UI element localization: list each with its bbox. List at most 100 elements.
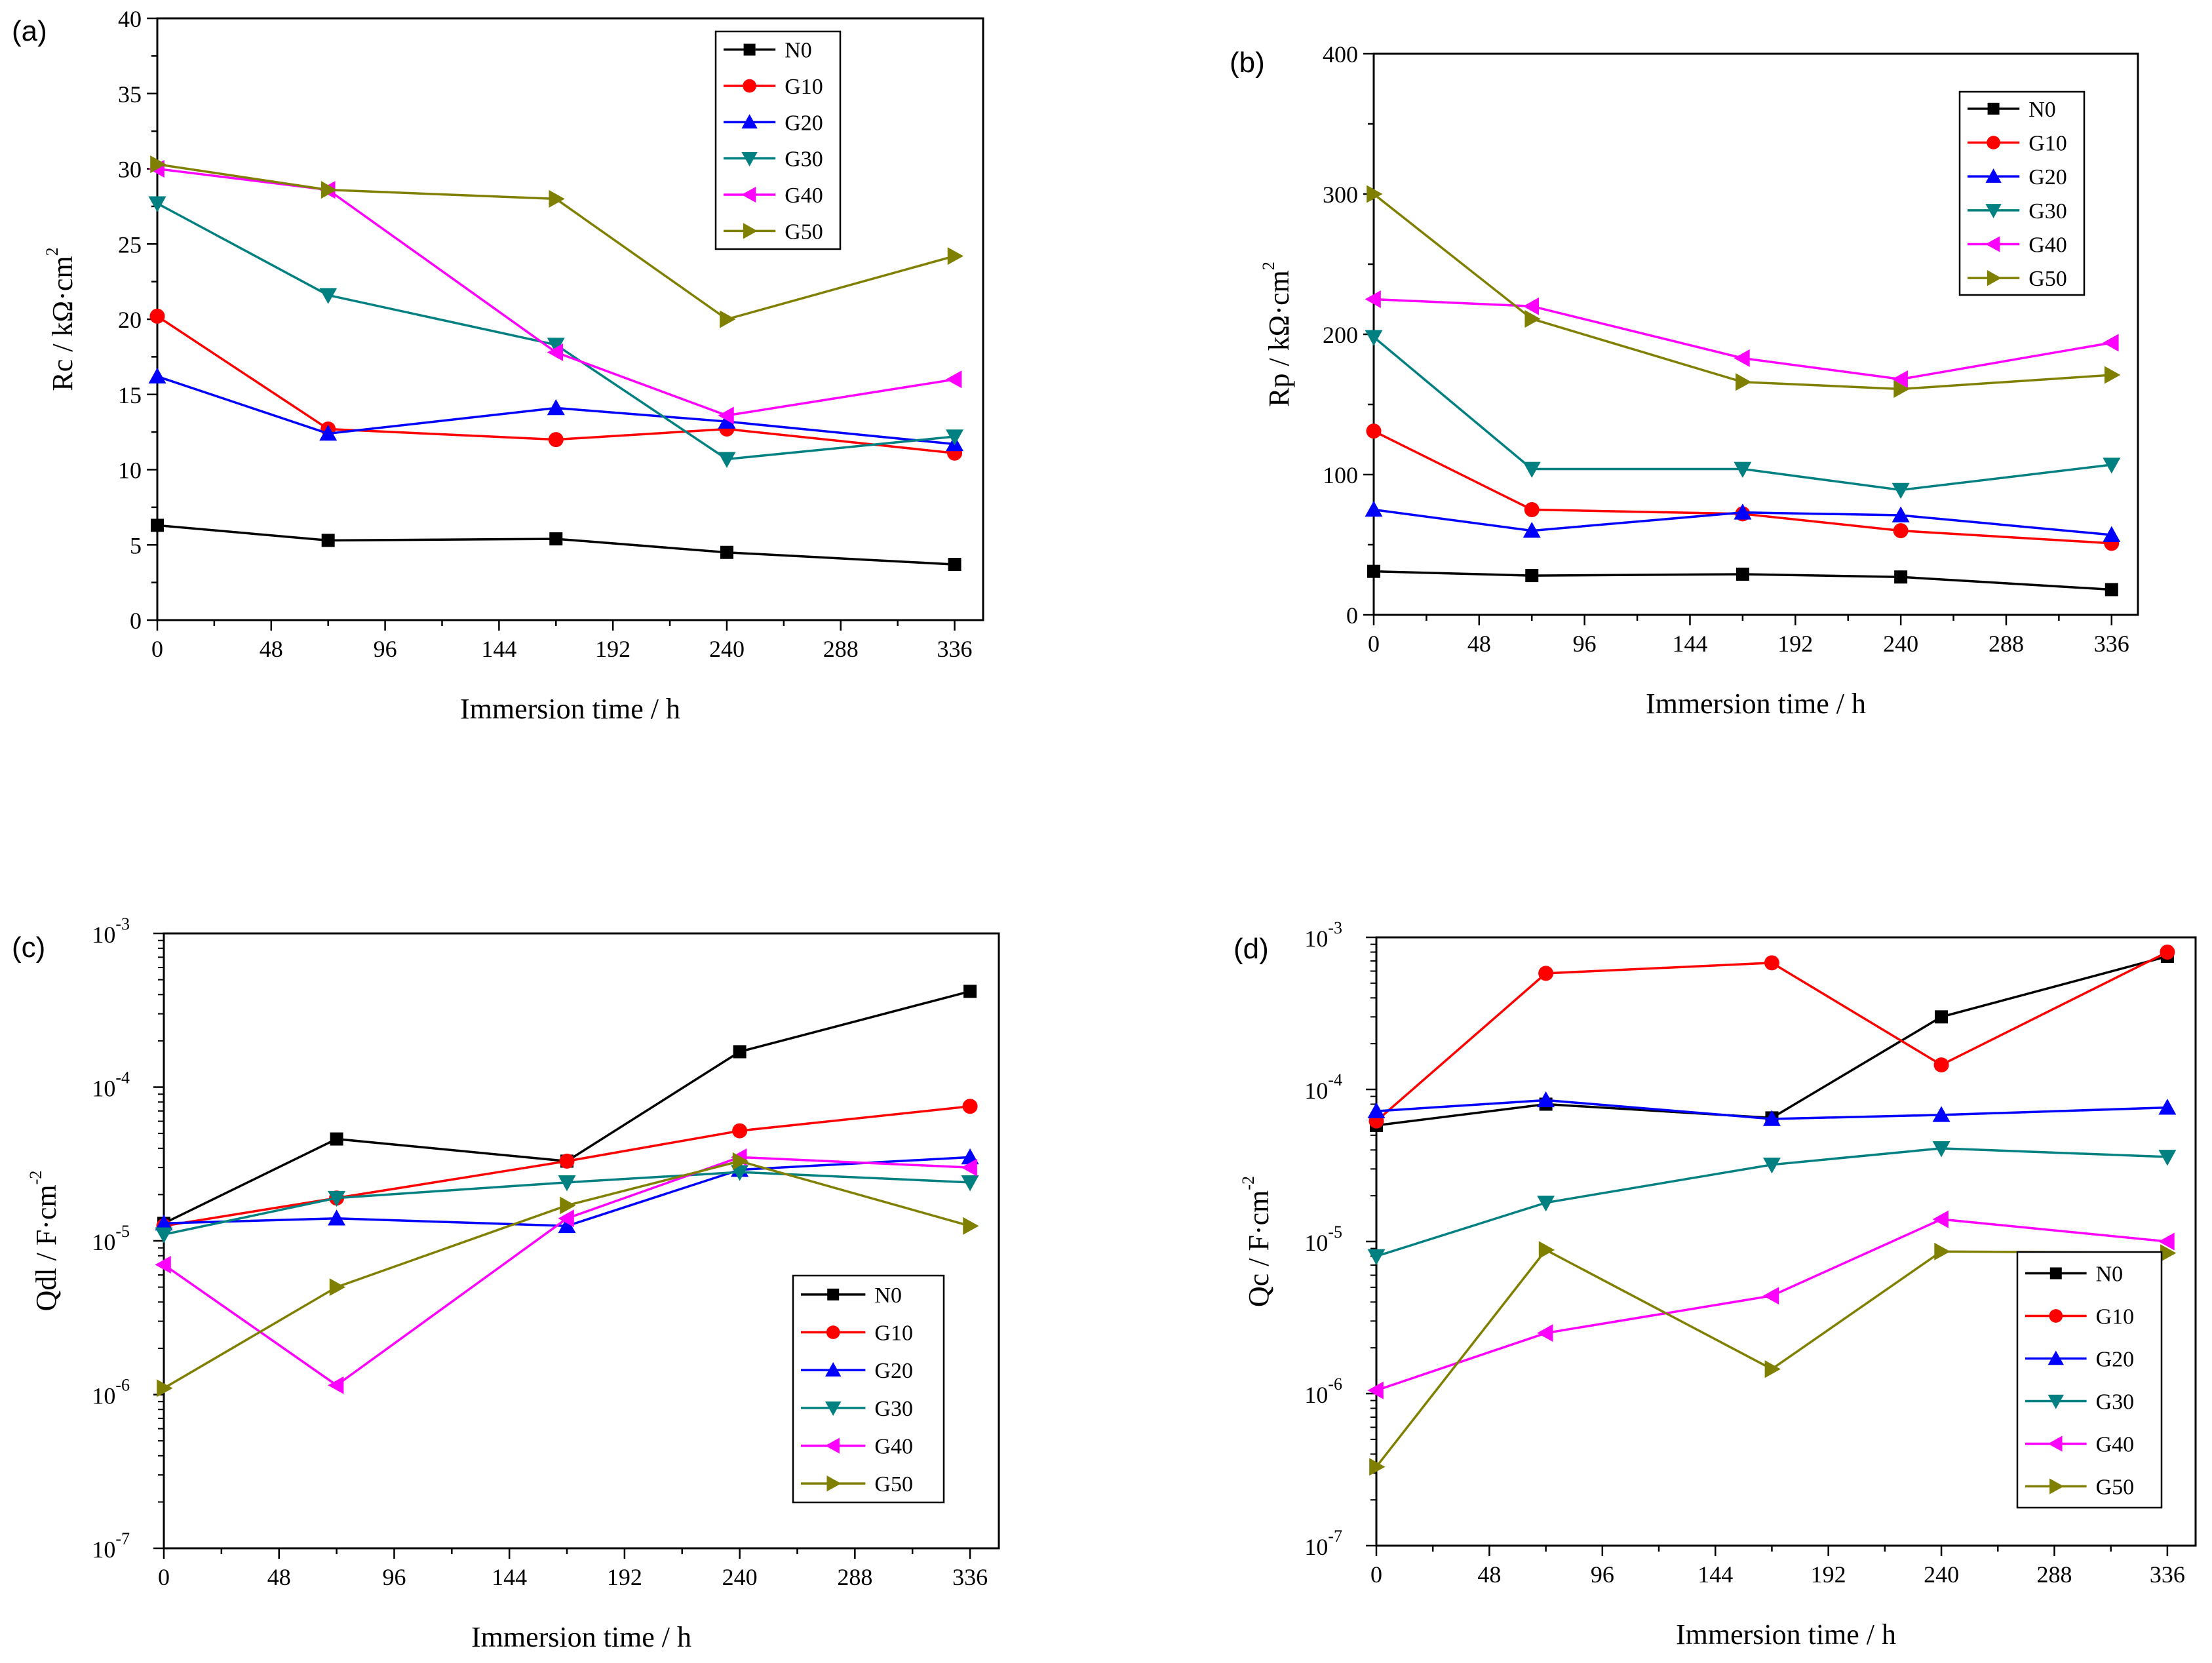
series-g40 [1365, 290, 2119, 388]
data-point [547, 343, 564, 361]
data-point [548, 432, 564, 448]
legend-label: G30 [874, 1397, 913, 1421]
data-point [549, 189, 565, 208]
data-point [1538, 1241, 1555, 1259]
data-point [1734, 461, 1752, 478]
data-point [1365, 501, 1383, 517]
legend-label: G40 [874, 1435, 913, 1459]
series-g10 [1368, 944, 2175, 1129]
data-point [718, 452, 736, 468]
data-point [157, 1379, 173, 1398]
legend-marker [2049, 1267, 2062, 1280]
plot-frame [156, 17, 984, 621]
y-tick-label: 10-3 [92, 914, 130, 948]
x-tick-label: 144 [481, 636, 516, 662]
series-g10 [156, 1099, 978, 1234]
y-tick-label: 200 [1323, 322, 1358, 348]
legend-marker [743, 79, 756, 93]
x-tick-label: 336 [2094, 631, 2129, 657]
x-tick-label: 96 [374, 636, 397, 662]
legend-label: G20 [2096, 1348, 2135, 1372]
data-point [560, 1196, 576, 1215]
data-point [963, 985, 977, 998]
data-point [1736, 567, 1749, 581]
x-tick-label: 48 [1467, 631, 1491, 657]
series-g30 [155, 1165, 979, 1243]
data-point [1892, 482, 1910, 499]
data-point [149, 308, 165, 324]
y-axis-title: Qdl / F·cm-2 [26, 1171, 62, 1312]
data-point [946, 429, 964, 446]
legend-label: G20 [2028, 165, 2067, 189]
x-tick-label: 192 [607, 1564, 642, 1590]
x-tick-label: 240 [1924, 1561, 1959, 1588]
data-point [1935, 1010, 1949, 1024]
data-point [946, 370, 962, 389]
x-tick-label: 192 [595, 636, 631, 662]
data-point [1524, 309, 1541, 328]
y-tick-label: 10-7 [92, 1529, 130, 1563]
legend: N0 G10 G20 G30 G40 G50 [2016, 1251, 2163, 1509]
x-tick-label: 336 [2150, 1561, 2185, 1588]
legend-marker [825, 1401, 842, 1416]
y-tick-label: 0 [1346, 602, 1358, 629]
y-tick-label: 10-3 [1304, 918, 1342, 952]
legend-box [792, 1274, 945, 1504]
data-point [1525, 569, 1539, 583]
series-g30 [148, 196, 964, 468]
data-point [559, 1153, 575, 1169]
data-point [1932, 1106, 1950, 1122]
legend-label: G50 [874, 1472, 913, 1497]
data-point [549, 532, 563, 546]
data-point [1933, 1057, 1949, 1073]
data-point [731, 1165, 749, 1181]
x-axis-title: Immersion time / h [460, 693, 680, 725]
x-tick-label: 48 [1477, 1561, 1501, 1588]
legend-label: G50 [2028, 267, 2067, 291]
panel-c: (c) 0 48 96 144 192 240 288 336 10-7 10-6 10-5 10-4 1… [12, 914, 1000, 1653]
x-tick-label: 192 [1811, 1561, 1846, 1588]
data-point [2158, 1232, 2175, 1251]
data-point [155, 1255, 171, 1274]
data-point [1537, 1091, 1555, 1108]
data-point [155, 1214, 173, 1231]
x-tick-label: 336 [952, 1564, 988, 1590]
data-point [328, 1209, 346, 1226]
legend-label: G40 [2028, 233, 2067, 258]
data-point [320, 181, 338, 199]
x-tick-label: 288 [837, 1564, 872, 1590]
y-tick-label: 25 [118, 231, 142, 258]
legend-label: N0 [2096, 1262, 2124, 1287]
data-point [1764, 1360, 1781, 1379]
legend-box [2016, 1251, 2163, 1509]
data-point [1523, 461, 1541, 478]
series-g30 [1367, 1141, 2177, 1265]
data-point [961, 1175, 979, 1192]
legend-label: G20 [874, 1359, 913, 1383]
data-point [328, 1190, 346, 1207]
legend-marker [2049, 1478, 2064, 1495]
y-tick-label: 300 [1323, 182, 1358, 208]
x-tick-label: 0 [1370, 1561, 1382, 1588]
data-point [1762, 1158, 1781, 1174]
series-g20 [1365, 501, 2121, 542]
x-tick-label: 144 [492, 1564, 527, 1590]
data-point [1367, 1249, 1386, 1265]
legend-label: G50 [2096, 1476, 2135, 1500]
legend-marker [2047, 1350, 2064, 1365]
legend-label: G10 [874, 1321, 913, 1346]
data-point [1367, 185, 1383, 203]
series-g20 [148, 367, 964, 452]
data-point [150, 155, 166, 174]
y-tick-label: 10-4 [1304, 1070, 1342, 1104]
x-tick-label: 0 [158, 1564, 170, 1590]
data-point [2103, 458, 2121, 474]
series-line [1375, 950, 2168, 1122]
legend-marker [2047, 1436, 2063, 1452]
legend-box [714, 30, 842, 250]
y-tick-label: 100 [1323, 462, 1358, 488]
data-point [155, 1227, 173, 1243]
data-point [1736, 373, 1752, 391]
legend: N0 G10 G20 G30 G40 G50 [714, 30, 842, 250]
series-line [1373, 430, 2112, 545]
